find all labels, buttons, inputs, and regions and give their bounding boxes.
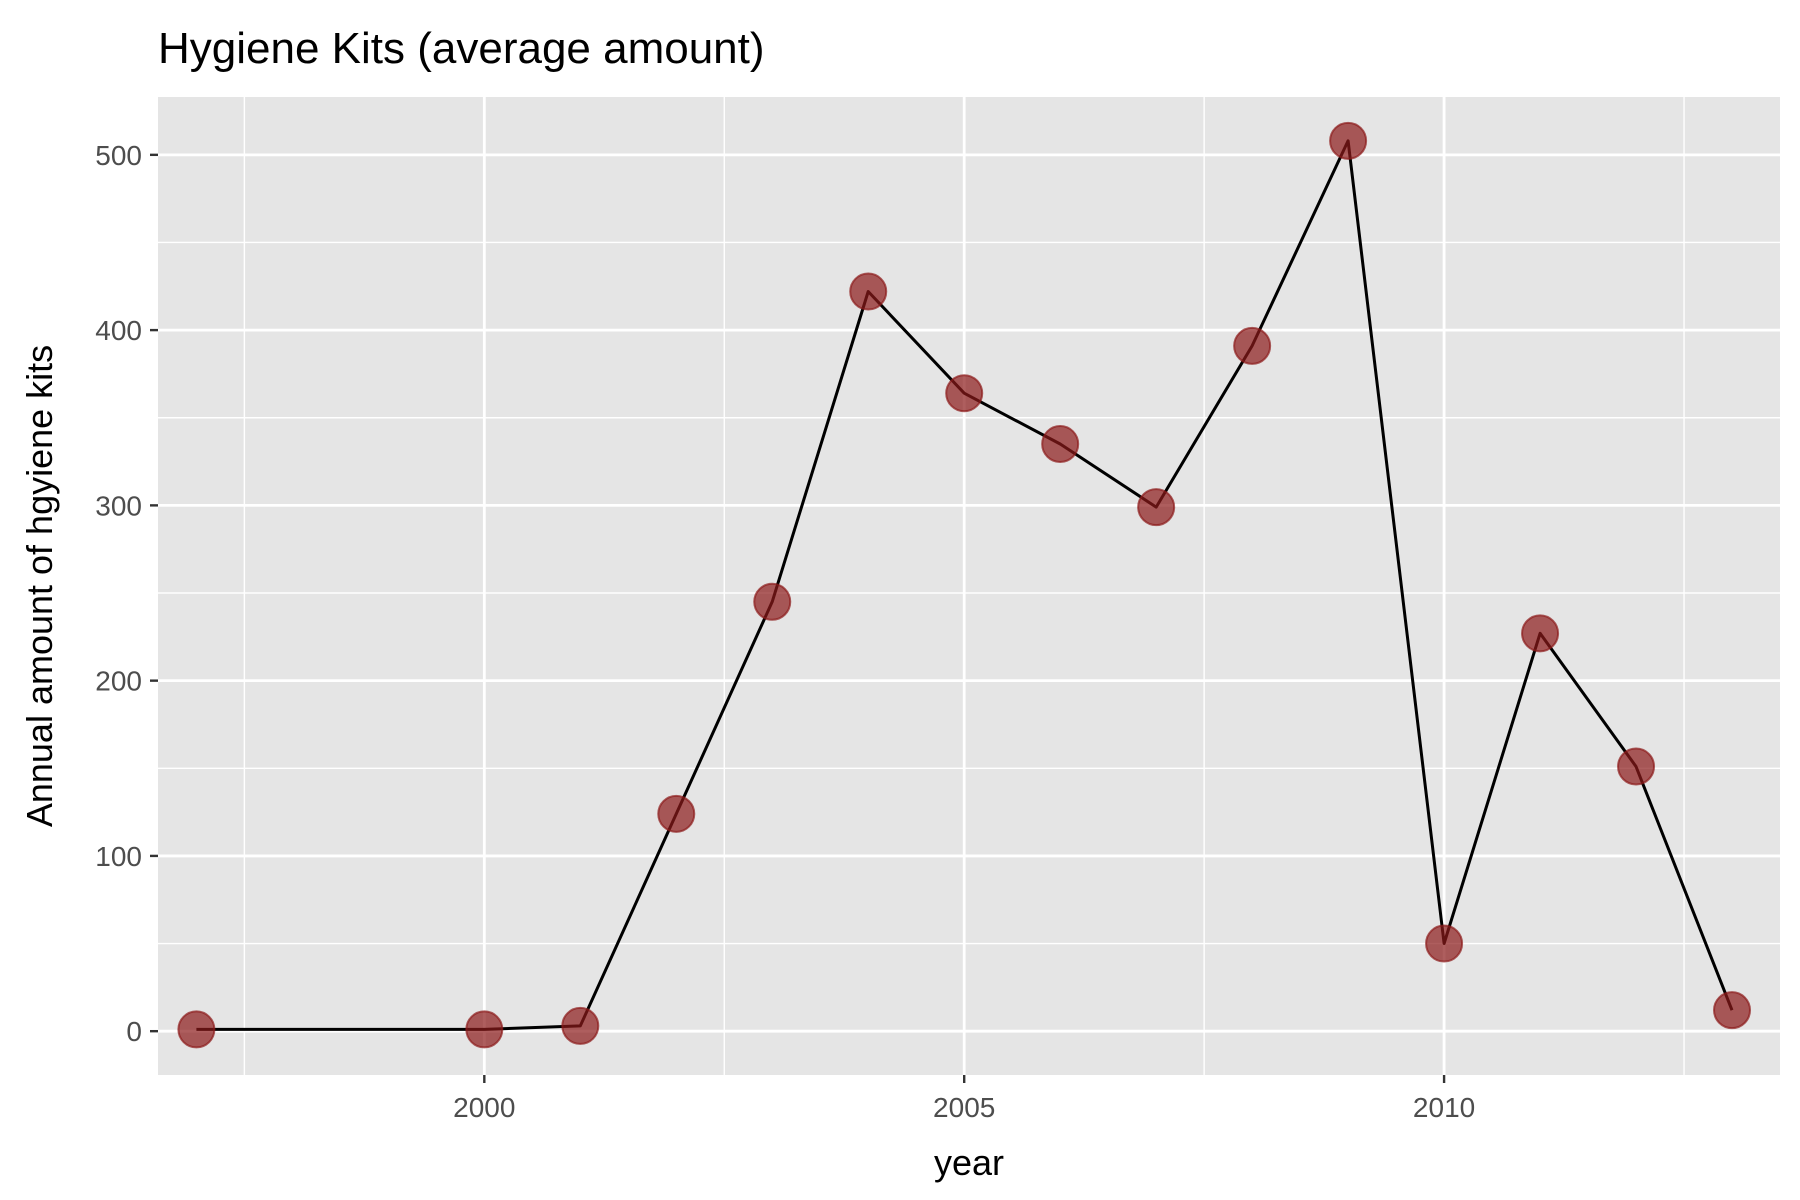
y-tick-label-400: 400 [95, 315, 142, 346]
y-tick-label-200: 200 [95, 666, 142, 697]
x-axis-ticks: 2000 2005 2010 [453, 1075, 1475, 1123]
y-tick-label-500: 500 [95, 140, 142, 171]
data-points-layer [177, 121, 1752, 1049]
data-point-2011 [1521, 614, 1560, 653]
data-point-2006 [1041, 425, 1080, 464]
x-axis-title: year [934, 1142, 1004, 1183]
chart-title: Hygiene Kits (average amount) [158, 24, 765, 73]
data-point-2001 [561, 1006, 600, 1045]
data-point-2002 [657, 794, 696, 833]
y-tick-label-300: 300 [95, 490, 142, 521]
x-tick-label-2005: 2005 [933, 1092, 995, 1123]
major-gridlines [158, 97, 1780, 1075]
y-tick-label-100: 100 [95, 841, 142, 872]
data-point-2012 [1617, 747, 1656, 786]
data-point-2009 [1329, 121, 1368, 160]
plot-panel [158, 97, 1780, 1075]
data-point-2008 [1233, 326, 1272, 365]
data-point-2000 [465, 1010, 504, 1049]
y-axis-ticks: 0 100 200 300 400 500 [95, 140, 158, 1047]
x-tick-label-2010: 2010 [1413, 1092, 1475, 1123]
data-point-2004 [849, 272, 888, 311]
data-point-2013 [1713, 991, 1752, 1030]
minor-gridlines [158, 97, 1780, 1075]
data-point-2003 [753, 582, 792, 621]
x-tick-label-2000: 2000 [453, 1092, 515, 1123]
data-point-2005 [945, 374, 984, 413]
data-point-2010 [1425, 924, 1464, 963]
data-point-1997 [177, 1010, 216, 1049]
y-tick-label-0: 0 [126, 1016, 142, 1047]
data-point-2007 [1137, 488, 1176, 527]
y-axis-title: Annual amount of hgyiene kits [19, 345, 60, 827]
